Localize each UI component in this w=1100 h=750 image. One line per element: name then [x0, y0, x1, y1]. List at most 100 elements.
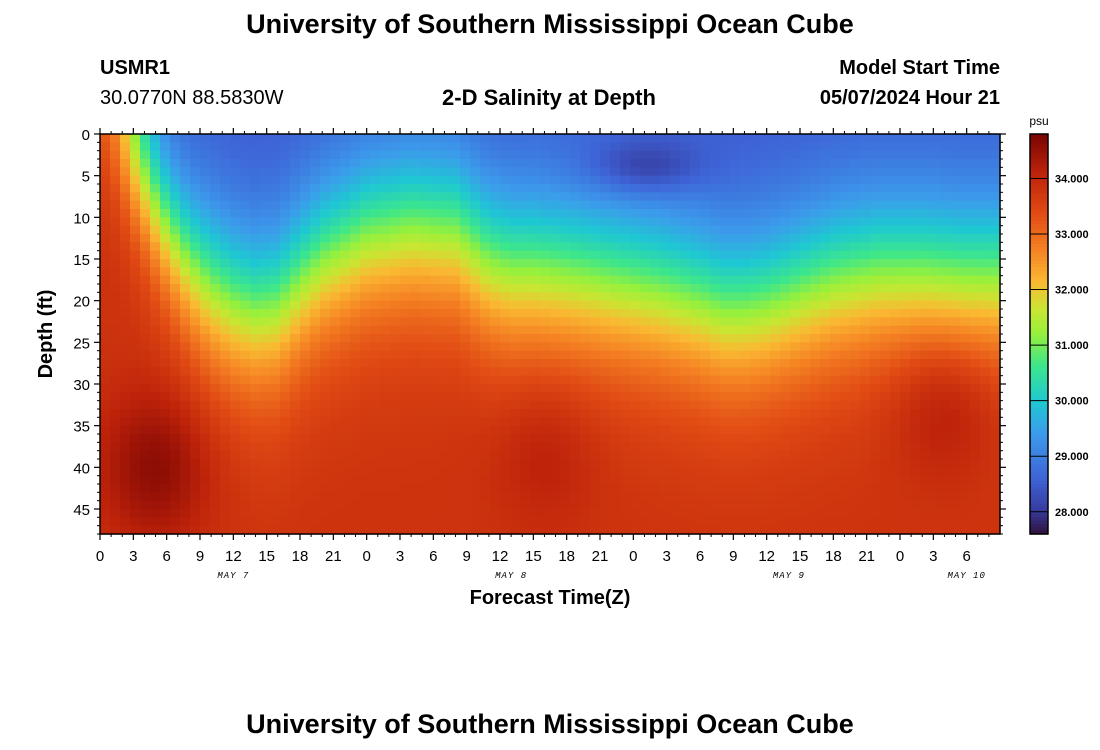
- heatmap-cell: [360, 434, 371, 443]
- heatmap-cell: [540, 142, 551, 152]
- heatmap-cell: [460, 342, 471, 352]
- heatmap-cell: [500, 500, 511, 510]
- heatmap-cell: [140, 184, 151, 193]
- heatmap-cell: [830, 525, 841, 535]
- heatmap-cell: [820, 209, 831, 218]
- heatmap-cell: [360, 384, 371, 393]
- heatmap-cell: [310, 175, 321, 185]
- heatmap-cell: [950, 209, 961, 218]
- heatmap-cell: [580, 467, 591, 477]
- heatmap-cell: [400, 217, 411, 227]
- heatmap-cell: [490, 359, 501, 368]
- heatmap-cell: [510, 192, 521, 202]
- heatmap-cell: [740, 375, 751, 385]
- heatmap-cell: [510, 525, 521, 535]
- heatmap-cell: [600, 517, 611, 527]
- heatmap-cell: [110, 184, 121, 193]
- heatmap-cell: [370, 275, 381, 285]
- heatmap-cell: [180, 459, 191, 468]
- heatmap-cell: [820, 267, 831, 277]
- heatmap-cell: [860, 475, 871, 485]
- heatmap-cell: [930, 200, 941, 210]
- heatmap-cell: [550, 525, 561, 535]
- heatmap-cell: [720, 417, 731, 427]
- heatmap-cell: [270, 342, 281, 352]
- heatmap-cell: [340, 375, 351, 385]
- heatmap-cell: [600, 434, 611, 443]
- heatmap-cell: [770, 142, 781, 152]
- heatmap-cell: [550, 334, 561, 343]
- heatmap-cell: [550, 325, 561, 335]
- heatmap-cell: [490, 275, 501, 285]
- heatmap-cell: [140, 442, 151, 452]
- heatmap-cell: [970, 459, 981, 468]
- heatmap-cell: [670, 384, 681, 393]
- heatmap-cell: [900, 292, 911, 302]
- heatmap-cell: [110, 392, 121, 402]
- heatmap-cell: [340, 275, 351, 285]
- heatmap-cell: [380, 450, 391, 460]
- heatmap-cell: [370, 442, 381, 452]
- heatmap-cell: [300, 392, 311, 402]
- heatmap-cell: [910, 384, 921, 393]
- heatmap-cell: [230, 134, 241, 143]
- heatmap-cell: [980, 267, 991, 277]
- heatmap-cell: [650, 425, 661, 435]
- colorbar-segment: [1030, 530, 1048, 535]
- heatmap-cell: [620, 300, 631, 310]
- heatmap-cell: [290, 334, 301, 343]
- heatmap-cell: [270, 359, 281, 368]
- heatmap-cell: [900, 392, 911, 402]
- heatmap-cell: [500, 467, 511, 477]
- heatmap-cell: [920, 225, 931, 235]
- heatmap-cell: [240, 509, 251, 518]
- heatmap-cell: [840, 200, 851, 210]
- heatmap-cell: [490, 334, 501, 343]
- heatmap-cell: [340, 292, 351, 302]
- heatmap-cell: [130, 325, 141, 335]
- heatmap-cell: [410, 434, 421, 443]
- heatmap-cell: [360, 209, 371, 218]
- heatmap-cell: [240, 267, 251, 277]
- heatmap-cell: [980, 300, 991, 310]
- heatmap-cell: [440, 409, 451, 418]
- colorbar-segment: [1030, 134, 1048, 138]
- heatmap-cell: [200, 467, 211, 477]
- heatmap-cell: [450, 467, 461, 477]
- heatmap-cell: [380, 159, 391, 168]
- heatmap-cell: [410, 184, 421, 193]
- heatmap-cell: [680, 392, 691, 402]
- heatmap-cell: [580, 167, 591, 177]
- heatmap-cell: [980, 142, 991, 152]
- heatmap-cell: [120, 159, 131, 168]
- heatmap-cell: [310, 292, 321, 302]
- heatmap-cell: [220, 375, 231, 385]
- heatmap-cell: [380, 184, 391, 193]
- heatmap-cell: [560, 267, 571, 277]
- heatmap-cell: [380, 325, 391, 335]
- heatmap-cell: [270, 175, 281, 185]
- heatmap-cell: [200, 334, 211, 343]
- heatmap-cell: [590, 334, 601, 343]
- heatmap-cell: [790, 334, 801, 343]
- heatmap-cell: [610, 467, 621, 477]
- heatmap-cell: [640, 367, 651, 377]
- heatmap-cell: [970, 450, 981, 460]
- heatmap-cell: [190, 450, 201, 460]
- heatmap-cell: [530, 434, 541, 443]
- heatmap-cell: [860, 342, 871, 352]
- heatmap-cell: [710, 142, 721, 152]
- heatmap-cell: [540, 284, 551, 293]
- heatmap-cell: [510, 175, 521, 185]
- heatmap-cell: [560, 442, 571, 452]
- heatmap-cell: [590, 150, 601, 160]
- heatmap-cell: [650, 359, 661, 368]
- heatmap-cell: [200, 192, 211, 202]
- heatmap-cell: [770, 292, 781, 302]
- heatmap-cell: [340, 200, 351, 210]
- heatmap-cell: [290, 342, 301, 352]
- heatmap-cell: [150, 500, 161, 510]
- heatmap-cell: [120, 517, 131, 527]
- heatmap-cell: [660, 309, 671, 318]
- heatmap-cell: [790, 367, 801, 377]
